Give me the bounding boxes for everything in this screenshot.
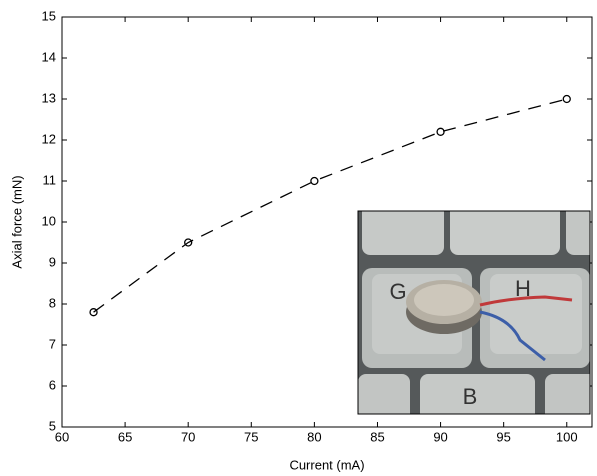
key xyxy=(420,374,535,414)
data-point xyxy=(89,308,98,317)
data-line xyxy=(93,98,567,313)
wire-blue xyxy=(479,310,546,362)
x-tick-label: 70 xyxy=(181,429,195,444)
y-tick-label: 11 xyxy=(43,172,57,187)
x-tick-label: 75 xyxy=(244,429,258,444)
key xyxy=(358,374,410,414)
y-tick-label: 12 xyxy=(42,131,56,146)
x-tick-label: 95 xyxy=(496,429,510,444)
x-axis-label: Current (mA) xyxy=(289,457,364,472)
key xyxy=(566,211,590,255)
y-tick-label: 6 xyxy=(49,377,56,392)
key-label: G xyxy=(389,279,406,304)
inset-frame xyxy=(357,210,591,415)
key-label: B xyxy=(463,384,478,409)
data-point xyxy=(562,94,571,104)
y-tick-label: 15 xyxy=(42,8,56,23)
key xyxy=(450,211,560,255)
y-axis-label: Axial force (mN) xyxy=(9,175,24,268)
x-tick-label: 90 xyxy=(433,429,447,444)
key xyxy=(545,374,590,414)
x-tick-label: 60 xyxy=(55,429,69,444)
x-tick-label: 80 xyxy=(307,429,321,444)
inset-photo: G H B xyxy=(357,210,591,415)
y-tick-label: 7 xyxy=(49,336,56,351)
key xyxy=(362,211,444,255)
key-top xyxy=(490,274,582,354)
x-tick-label: 85 xyxy=(370,429,384,444)
x-tick-label: 100 xyxy=(556,429,578,444)
wire-red xyxy=(479,295,573,307)
x-tick-label: 65 xyxy=(118,429,132,444)
data-point xyxy=(436,127,445,136)
motor-highlight xyxy=(414,284,474,316)
y-tick-label: 9 xyxy=(49,254,56,269)
data-point xyxy=(184,238,193,247)
y-tick-label: 13 xyxy=(42,90,56,105)
data-point xyxy=(310,176,319,186)
y-tick-label: 5 xyxy=(49,418,56,433)
y-tick-label: 10 xyxy=(42,213,56,228)
key-label: H xyxy=(515,276,531,301)
y-tick-label: 8 xyxy=(49,295,56,310)
y-tick-label: 14 xyxy=(42,49,56,64)
